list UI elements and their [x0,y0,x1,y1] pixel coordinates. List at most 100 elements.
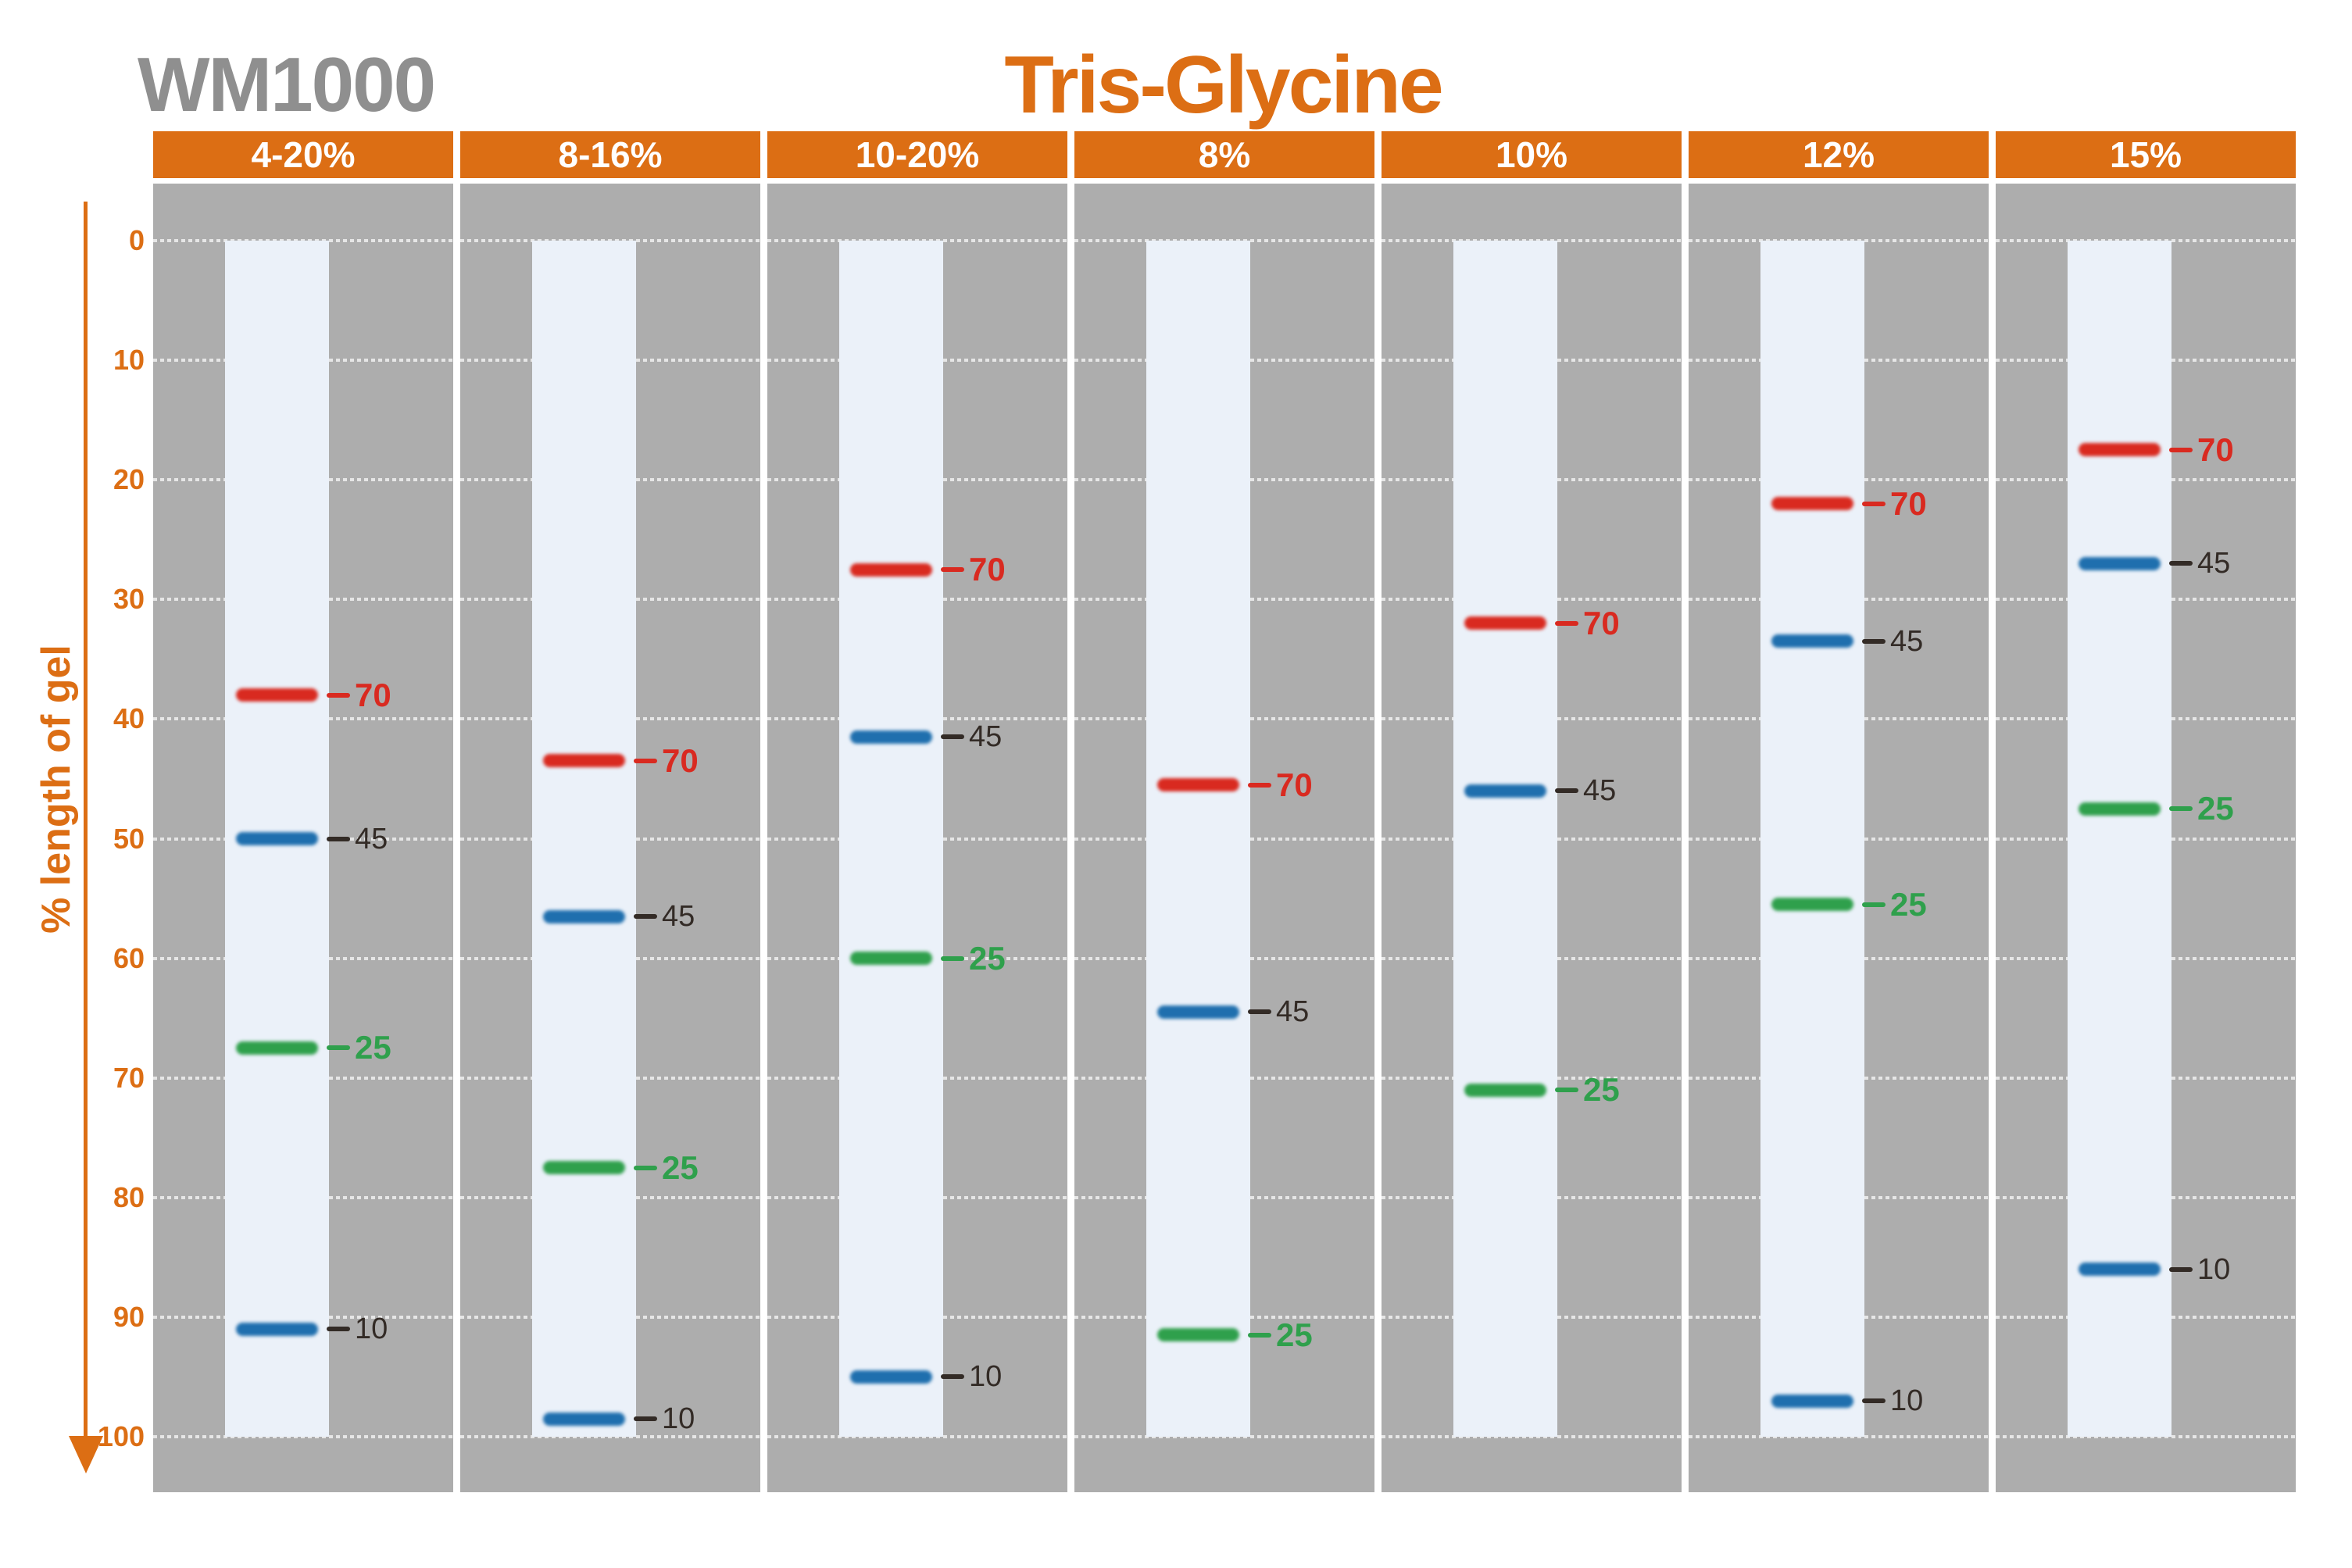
band-size-label: 70 [969,551,1006,588]
band-size-label: 25 [662,1148,699,1186]
gel-lane [1760,241,1864,1437]
band-label-dash [1862,902,1886,907]
y-axis-tick-label: 40 [113,702,145,735]
y-axis-line [84,202,88,1439]
band-size-label: 25 [355,1029,391,1066]
gel-percent-header: 10% [1382,131,1682,178]
gel-percent-header: 12% [1689,131,1989,178]
band-size-label: 25 [1583,1071,1620,1108]
gel-panel: 70 45 25 [1382,184,1682,1492]
gel-panel: 70 45 25 10 [1996,184,2296,1492]
protein-band-45 [850,730,932,744]
y-axis-tick-label: 30 [113,583,145,616]
band-size-label: 70 [355,676,391,713]
gridline [460,1435,760,1438]
gel-panel: 70 45 25 10 [153,184,453,1492]
gel-lane [1453,241,1557,1437]
protein-band-70 [1157,778,1239,792]
gel-panel: 70 45 25 [1074,184,1374,1492]
y-axis-tick-label: 90 [113,1300,145,1333]
band-size-label: 70 [662,741,699,779]
protein-band-45 [1771,634,1853,648]
protein-band-70 [543,754,625,768]
protein-band-25 [543,1161,625,1175]
y-axis-arrowhead-icon [69,1436,103,1473]
y-axis-tick-label: 0 [128,224,145,256]
band-label-dash [1862,501,1886,506]
band-size-label: 45 [355,822,388,855]
band-label-dash [1862,638,1886,644]
gridline [1689,1435,1989,1438]
protein-band-45 [543,909,625,923]
band-label-dash [1555,1088,1578,1092]
protein-band-70 [2079,443,2161,457]
gridline [1074,1435,1374,1438]
y-axis-label: % length of gel [34,645,79,934]
gridline [1996,1435,2296,1438]
band-size-label: 10 [355,1313,388,1346]
band-label-dash [327,692,350,698]
gel-percent-header: 10-20% [767,131,1067,178]
band-label-dash [634,914,657,919]
band-size-label: 10 [662,1402,695,1436]
band-label-dash [327,836,350,841]
band-label-dash [2169,561,2193,566]
band-size-label: 25 [2197,790,2234,827]
band-label-dash [2169,447,2193,452]
band-size-label: 25 [969,939,1006,977]
band-label-dash [941,955,964,961]
protein-band-25 [1157,1328,1239,1342]
protein-band-10 [1771,1394,1853,1408]
band-size-label: 70 [1583,604,1620,641]
y-axis-tick-label: 80 [113,1180,145,1213]
band-label-dash [327,1045,350,1051]
gel-panel: 70 45 25 10 [767,184,1067,1492]
y-axis-tick-label: 100 [97,1420,145,1452]
band-size-label: 10 [969,1360,1003,1394]
y-axis-tick-label: 20 [113,463,145,496]
gel-panel: 70 45 25 10 [460,184,760,1492]
band-size-label: 10 [1890,1384,1924,1418]
gridline [767,1435,1067,1438]
band-size-label: 45 [1276,995,1310,1029]
gel-lane [839,241,943,1437]
band-label-dash [2169,806,2193,812]
band-label-dash [2169,1266,2193,1272]
protein-band-70 [236,688,318,702]
y-axis-tick-label: 50 [113,822,145,855]
gel-lane [2068,241,2171,1437]
buffer-system-title: Tris-Glycine [1004,40,1443,130]
band-label-dash [1555,788,1578,794]
gel-panel: 70 45 25 10 [1689,184,1989,1492]
band-label-dash [634,1165,657,1170]
gel-percent-header: 8-16% [460,131,760,178]
band-label-dash [327,1327,350,1332]
band-label-dash [1555,620,1578,626]
band-size-label: 25 [1890,885,1927,923]
protein-band-70 [850,563,932,577]
band-label-dash [634,758,657,763]
protein-band-45 [236,832,318,845]
gridline [1382,1435,1682,1438]
band-label-dash [941,734,964,740]
protein-band-25 [850,952,932,966]
protein-band-45 [2079,556,2161,570]
band-size-label: 70 [2197,430,2234,468]
band-size-label: 25 [1276,1316,1313,1353]
protein-band-25 [236,1041,318,1055]
protein-band-10 [2079,1263,2161,1277]
gridline [153,1435,453,1438]
protein-band-10 [236,1322,318,1336]
band-label-dash [1248,782,1271,788]
gel-lane [532,241,636,1437]
protein-band-10 [543,1412,625,1426]
band-size-label: 10 [2197,1252,2231,1286]
protein-band-25 [1771,898,1853,912]
band-size-label: 45 [969,720,1003,754]
band-label-dash [1248,1009,1271,1015]
protein-band-45 [1464,784,1546,798]
band-label-dash [634,1416,657,1422]
page-title: WM1000 [138,41,436,127]
band-label-dash [941,1374,964,1380]
